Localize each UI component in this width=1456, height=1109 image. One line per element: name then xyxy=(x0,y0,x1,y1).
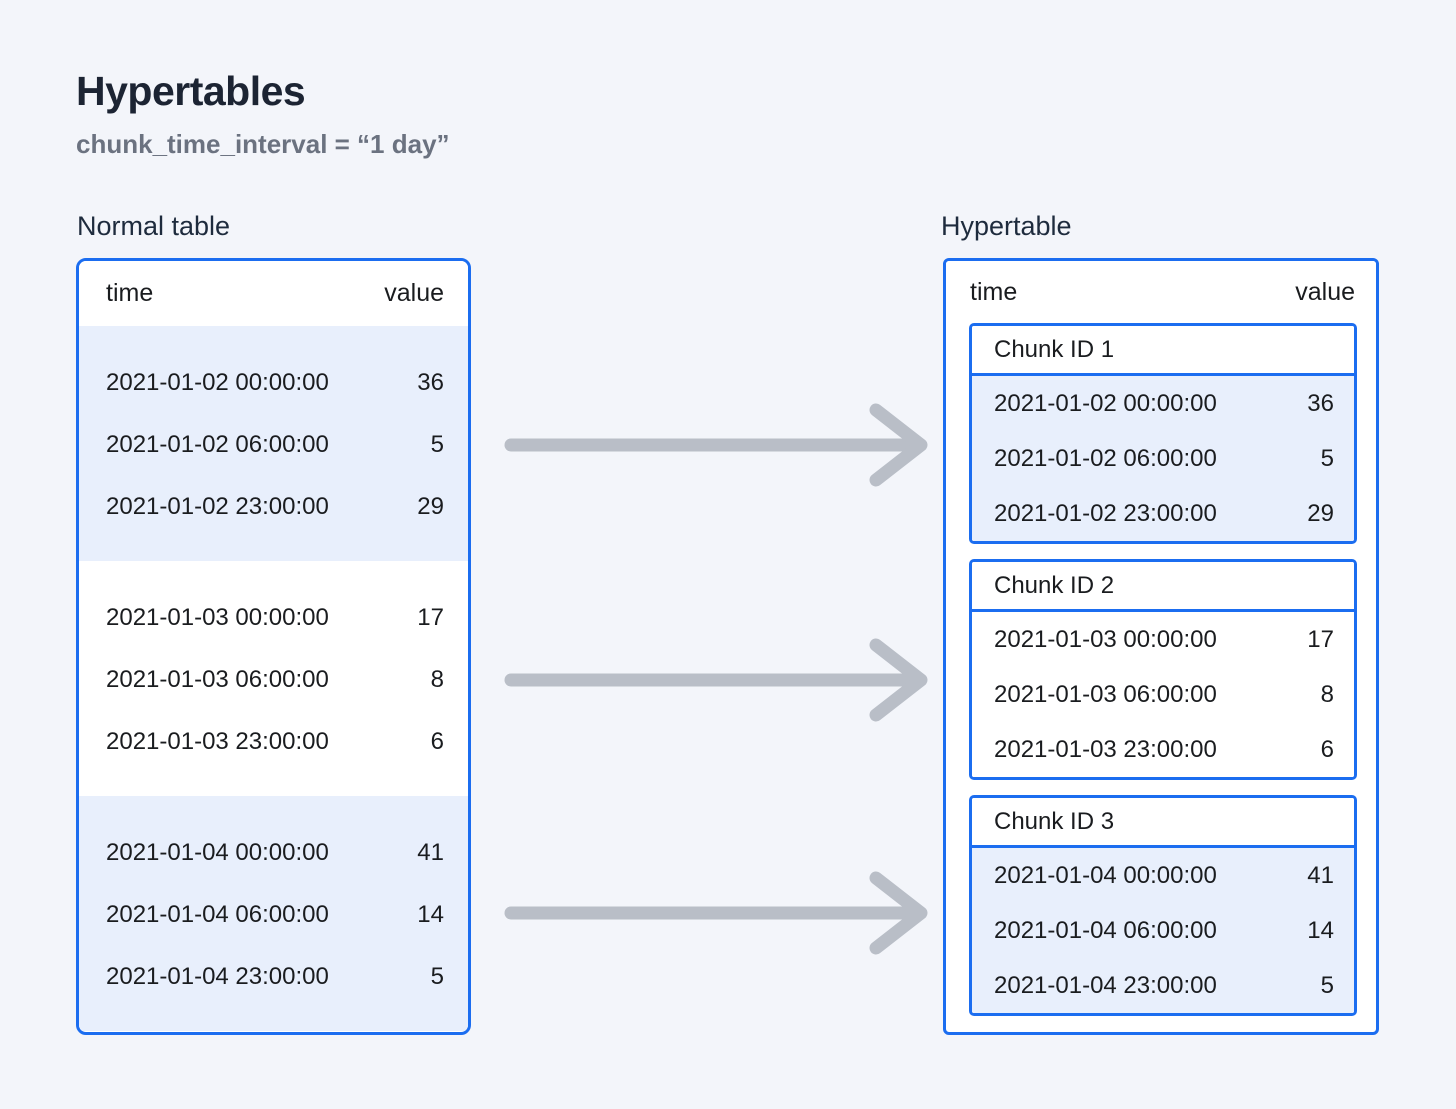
table-row: 2021-01-03 06:00:00 8 xyxy=(79,649,468,711)
table-row: 2021-01-04 06:00:00 14 xyxy=(79,884,468,946)
cell-time: 2021-01-03 06:00:00 xyxy=(106,666,329,693)
cell-time: 2021-01-03 06:00:00 xyxy=(994,680,1217,708)
cell-value: 36 xyxy=(1307,389,1334,417)
cell-time: 2021-01-03 23:00:00 xyxy=(994,735,1217,763)
cell-time: 2021-01-04 00:00:00 xyxy=(106,839,329,866)
chunk-label: Chunk ID 2 xyxy=(994,571,1115,599)
cell-value: 5 xyxy=(430,963,444,990)
table-row: 2021-01-04 00:00:00 41 xyxy=(79,822,468,884)
cell-time: 2021-01-03 00:00:00 xyxy=(106,604,329,631)
cell-time: 2021-01-03 00:00:00 xyxy=(994,625,1217,653)
cell-value: 41 xyxy=(417,839,444,866)
cell-value: 8 xyxy=(1320,680,1334,708)
chunk-header: Chunk ID 3 xyxy=(972,798,1354,848)
cell-time: 2021-01-02 23:00:00 xyxy=(106,493,329,520)
hypertable-label: Hypertable xyxy=(941,211,1072,241)
cell-time: 2021-01-02 06:00:00 xyxy=(994,444,1217,472)
cell-value: 5 xyxy=(1320,971,1334,999)
cell-time: 2021-01-02 23:00:00 xyxy=(994,499,1217,527)
day-group-2021-01-02: 2021-01-02 00:00:00 36 2021-01-02 06:00:… xyxy=(79,326,468,561)
table-row: 2021-01-03 00:00:00 17 xyxy=(972,612,1354,667)
day-group-2021-01-03: 2021-01-03 00:00:00 17 2021-01-03 06:00:… xyxy=(79,561,468,796)
cell-time: 2021-01-02 00:00:00 xyxy=(106,369,329,396)
cell-value: 6 xyxy=(430,728,444,755)
cell-value: 8 xyxy=(430,666,444,693)
chunk-label: Chunk ID 1 xyxy=(994,335,1115,363)
table-row: 2021-01-02 00:00:00 36 xyxy=(79,352,468,414)
chunk-3: Chunk ID 3 2021-01-04 00:00:00 41 2021-0… xyxy=(969,795,1357,1016)
cell-value: 5 xyxy=(430,431,444,458)
hypertable-header: time value xyxy=(946,261,1376,323)
day-group-2021-01-04: 2021-01-04 00:00:00 41 2021-01-04 06:00:… xyxy=(79,796,468,1031)
cell-time: 2021-01-04 00:00:00 xyxy=(994,861,1217,889)
cell-value: 17 xyxy=(1307,625,1334,653)
chunk-body: 2021-01-02 00:00:00 36 2021-01-02 06:00:… xyxy=(972,376,1354,541)
normal-table: time value 2021-01-02 00:00:00 36 2021-0… xyxy=(76,258,471,1035)
hypertable: time value Chunk ID 1 2021-01-02 00:00:0… xyxy=(943,258,1379,1035)
table-row: 2021-01-03 23:00:00 6 xyxy=(79,711,468,773)
normal-table-header: time value xyxy=(79,261,468,326)
table-row: 2021-01-04 23:00:00 5 xyxy=(972,958,1354,1013)
cell-value: 14 xyxy=(417,901,444,928)
column-header-time: time xyxy=(970,277,1018,306)
cell-value: 17 xyxy=(417,604,444,631)
table-row: 2021-01-03 23:00:00 6 xyxy=(972,722,1354,777)
column-header-time: time xyxy=(106,279,154,307)
cell-time: 2021-01-02 06:00:00 xyxy=(106,431,329,458)
table-row: 2021-01-02 06:00:00 5 xyxy=(972,431,1354,486)
page-subtitle: chunk_time_interval = “1 day” xyxy=(76,129,450,159)
cell-time: 2021-01-04 06:00:00 xyxy=(106,901,329,928)
chunk-body: 2021-01-03 00:00:00 17 2021-01-03 06:00:… xyxy=(972,612,1354,777)
table-row: 2021-01-04 23:00:00 5 xyxy=(79,946,468,1008)
normal-table-label: Normal table xyxy=(77,211,231,241)
chunk-header: Chunk ID 1 xyxy=(972,326,1354,376)
table-row: 2021-01-04 06:00:00 14 xyxy=(972,903,1354,958)
cell-value: 5 xyxy=(1320,444,1334,472)
cell-value: 36 xyxy=(417,369,444,396)
chunk-1: Chunk ID 1 2021-01-02 00:00:00 36 2021-0… xyxy=(969,323,1357,544)
cell-value: 14 xyxy=(1307,916,1334,944)
cell-time: 2021-01-03 23:00:00 xyxy=(106,728,329,755)
cell-value: 29 xyxy=(1307,499,1334,527)
column-header-value: value xyxy=(1295,277,1355,306)
arrow-right-icon xyxy=(504,638,928,722)
table-row: 2021-01-02 23:00:00 29 xyxy=(972,486,1354,541)
column-header-value: value xyxy=(384,279,444,307)
chunk-label: Chunk ID 3 xyxy=(994,807,1115,835)
page-title: Hypertables xyxy=(76,68,306,114)
cell-value: 6 xyxy=(1320,735,1334,763)
cell-value: 41 xyxy=(1307,861,1334,889)
table-row: 2021-01-02 06:00:00 5 xyxy=(79,414,468,476)
table-row: 2021-01-02 00:00:00 36 xyxy=(972,376,1354,431)
table-row: 2021-01-04 00:00:00 41 xyxy=(972,848,1354,903)
cell-time: 2021-01-04 23:00:00 xyxy=(994,971,1217,999)
table-row: 2021-01-03 00:00:00 17 xyxy=(79,587,468,649)
chunk-body: 2021-01-04 00:00:00 41 2021-01-04 06:00:… xyxy=(972,848,1354,1013)
cell-time: 2021-01-04 06:00:00 xyxy=(994,916,1217,944)
table-row: 2021-01-02 23:00:00 29 xyxy=(79,476,468,538)
cell-time: 2021-01-04 23:00:00 xyxy=(106,963,329,990)
table-row: 2021-01-03 06:00:00 8 xyxy=(972,667,1354,722)
arrow-right-icon xyxy=(504,871,928,955)
arrow-right-icon xyxy=(504,403,928,487)
cell-value: 29 xyxy=(417,493,444,520)
cell-time: 2021-01-02 00:00:00 xyxy=(994,389,1217,417)
chunk-header: Chunk ID 2 xyxy=(972,562,1354,612)
chunk-2: Chunk ID 2 2021-01-03 00:00:00 17 2021-0… xyxy=(969,559,1357,780)
